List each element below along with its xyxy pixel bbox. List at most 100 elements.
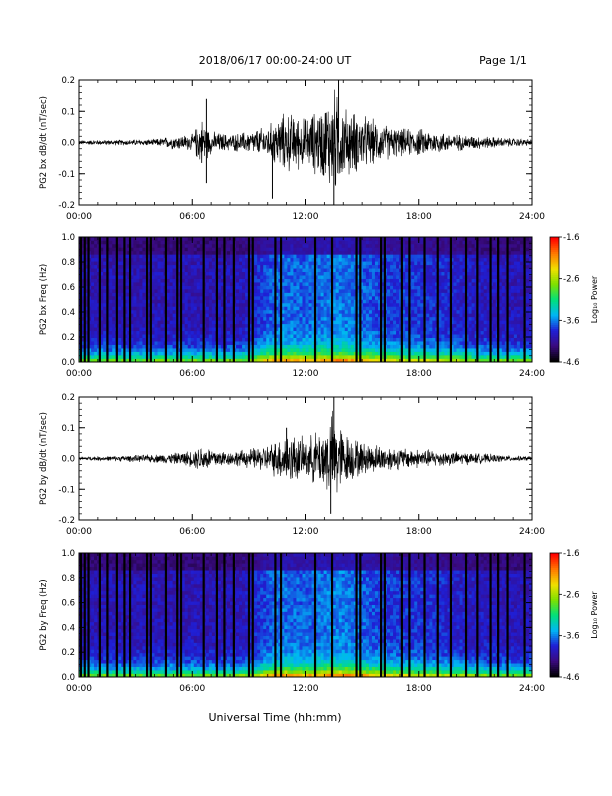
heatmap-cell [218, 251, 221, 255]
heatmap-cell [185, 275, 188, 279]
heatmap-cell [460, 310, 463, 314]
heatmap-cell [133, 310, 136, 314]
heatmap-cell [472, 303, 475, 307]
heatmap-cell [139, 258, 142, 262]
heatmap-cell [109, 352, 112, 356]
heatmap-cell [351, 247, 354, 251]
heatmap-cell [263, 348, 266, 352]
heatmap-cell [161, 345, 164, 349]
heatmap-cell [441, 240, 444, 244]
heatmap-cell [212, 247, 215, 251]
heatmap-cell [109, 296, 112, 300]
heatmap-cell [133, 306, 136, 310]
heatmap-cell [194, 317, 197, 321]
heatmap-cell [112, 352, 115, 356]
heatmap-cell [481, 317, 484, 321]
heatmap-cell [218, 310, 221, 314]
heatmap-cell [444, 310, 447, 314]
heatmap-cell [257, 265, 260, 269]
heatmap-cell [321, 324, 324, 328]
heatmap-cell [324, 320, 327, 324]
heatmap-cell [426, 275, 429, 279]
heatmap-cell [321, 254, 324, 258]
heatmap-cell [296, 254, 299, 258]
heatmap-cell [173, 251, 176, 255]
heatmap-cell [372, 265, 375, 269]
heatmap-cell [170, 279, 173, 283]
heatmap-cell [306, 268, 309, 272]
heatmap-cell [420, 355, 423, 359]
heatmap-cell [345, 338, 348, 342]
heatmap-cell [287, 348, 290, 352]
heatmap-cell [142, 345, 145, 349]
heatmap-cell [390, 251, 393, 255]
heatmap-cell [269, 261, 272, 265]
heatmap-cell [197, 244, 200, 248]
heatmap-cell [167, 313, 170, 317]
heatmap-cell [318, 352, 321, 356]
heatmap-cell [136, 275, 139, 279]
heatmap-cell [321, 247, 324, 251]
heatmap-cell [318, 240, 321, 244]
heatmap-cell [158, 237, 161, 241]
heatmap-cell [182, 310, 185, 314]
heatmap-cell [348, 300, 351, 304]
heatmap-cell [290, 338, 293, 342]
heatmap-cell [112, 300, 115, 304]
heatmap-cell [139, 282, 142, 286]
heatmap-cell [393, 237, 396, 241]
heatmap-cell [302, 296, 305, 300]
heatmap-cell [109, 254, 112, 258]
heatmap-cell [133, 282, 136, 286]
heatmap-cell [188, 348, 191, 352]
heatmap-cell [469, 338, 472, 342]
heatmap-cell [336, 313, 339, 317]
heatmap-cell [336, 306, 339, 310]
heatmap-cell [411, 320, 414, 324]
heatmap-cell [91, 247, 94, 251]
heatmap-cell [212, 282, 215, 286]
heatmap-cell [260, 237, 263, 241]
heatmap-cell [342, 293, 345, 297]
heatmap-cell [142, 279, 145, 283]
heatmap-cell [91, 251, 94, 255]
heatmap-cell [390, 282, 393, 286]
heatmap-cell [94, 293, 97, 297]
heatmap-cell [336, 282, 339, 286]
heatmap-cell [194, 272, 197, 276]
heatmap-cell [484, 303, 487, 307]
heatmap-cell [414, 303, 417, 307]
heatmap-cell [387, 317, 390, 321]
heatmap-cell [91, 352, 94, 356]
heatmap-cell [185, 237, 188, 241]
heatmap-cell [438, 341, 441, 345]
heatmap-cell [333, 300, 336, 304]
heatmap-cell [167, 348, 170, 352]
heatmap-cell [372, 261, 375, 265]
heatmap-cell [257, 254, 260, 258]
heatmap-cell [170, 345, 173, 349]
heatmap-cell [472, 247, 475, 251]
heatmap-cell [236, 240, 239, 244]
heatmap-cell [158, 296, 161, 300]
heatmap-cell [158, 258, 161, 262]
heatmap-cell [393, 338, 396, 342]
heatmap-cell [302, 341, 305, 345]
heatmap-cell [112, 261, 115, 265]
heatmap-cell [318, 331, 321, 335]
heatmap-cell [484, 310, 487, 314]
heatmap-cell [348, 352, 351, 356]
heatmap-cell [429, 289, 432, 293]
heatmap-cell [372, 313, 375, 317]
heatmap-cell [460, 313, 463, 317]
heatmap-cell [390, 341, 393, 345]
heatmap-cell [426, 282, 429, 286]
heatmap-cell [242, 313, 245, 317]
heatmap-cell [133, 275, 136, 279]
heatmap-cell [390, 306, 393, 310]
heatmap-cell [432, 279, 435, 283]
heatmap-cell [254, 313, 257, 317]
heatmap-cell [197, 293, 200, 297]
heatmap-cell [339, 296, 342, 300]
heatmap-cell [94, 254, 97, 258]
